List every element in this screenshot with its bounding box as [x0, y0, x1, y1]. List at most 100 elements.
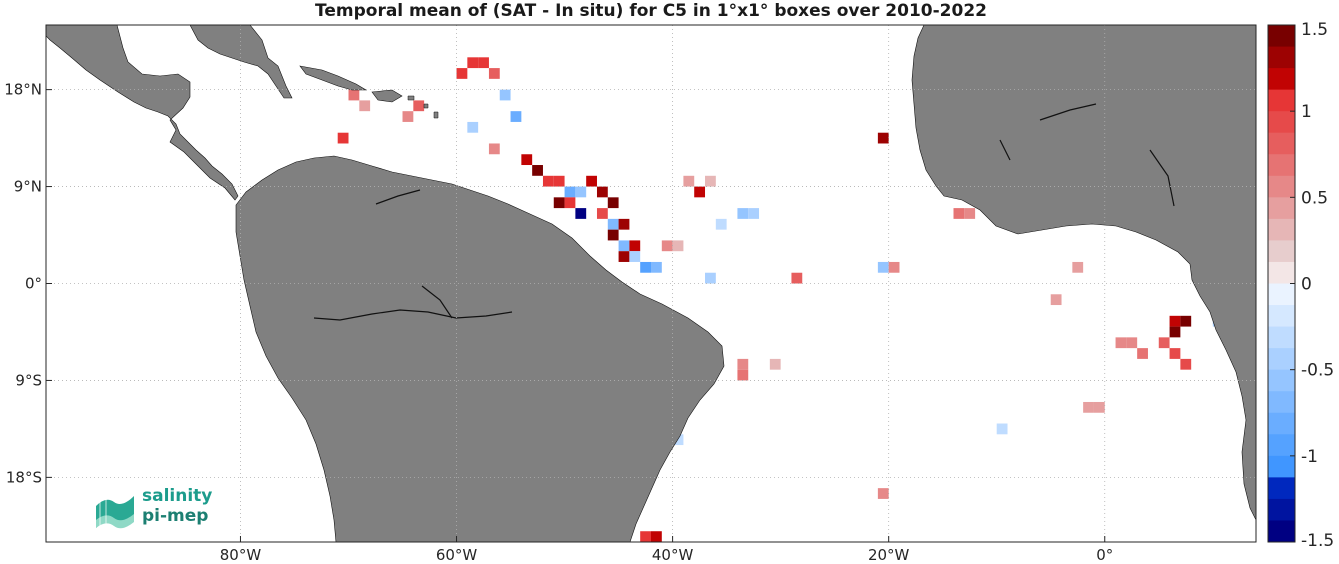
grid-cell: [964, 208, 976, 219]
grid-cell: [791, 272, 803, 284]
grid-cell: [748, 208, 760, 219]
grid-cell: [467, 121, 479, 133]
colorbar-tick-label: 1.5: [1301, 20, 1328, 40]
colorbar-segment: [1268, 197, 1295, 220]
grid-cell: [1158, 337, 1170, 349]
grid-cell: [596, 208, 608, 219]
colorbar-tick-label: -0.5: [1301, 361, 1334, 381]
grid-cell: [769, 358, 781, 370]
grid-cell: [488, 68, 500, 79]
lat-tick-label: 18°S: [6, 468, 42, 486]
lat-tick-label: 9°S: [15, 371, 42, 389]
grid-cell: [683, 175, 695, 187]
grid-cell: [1137, 348, 1148, 359]
grid-cell: [553, 197, 565, 209]
colorbar-tick-label: 0: [1301, 275, 1312, 295]
lat-tick-label: 0°: [25, 275, 42, 293]
grid-cell: [596, 186, 608, 198]
grid-cell: [651, 531, 662, 542]
grid-cell: [478, 57, 489, 69]
colorbar-segment: [1268, 46, 1295, 69]
grid-cell: [629, 240, 641, 252]
logo-line1: salinity: [142, 486, 213, 506]
grid-cell: [672, 240, 684, 252]
grid-cell: [618, 251, 630, 262]
grid-cell: [499, 89, 511, 101]
grid-cell: [575, 208, 587, 219]
colorbar-segment: [1268, 175, 1295, 198]
colorbar-segment: [1268, 455, 1295, 478]
grid-cell: [877, 132, 889, 144]
salinity-pimep-logo: salinity pi-mep: [92, 486, 232, 534]
land-africa: [911, 25, 1256, 521]
colorbar-segment: [1268, 391, 1295, 414]
grid-cell: [1115, 337, 1127, 349]
grid-cell: [1083, 401, 1094, 413]
colorbar-segment: [1268, 520, 1295, 543]
grid-cell: [348, 89, 360, 101]
grid-cell: [553, 175, 565, 187]
colorbar-tick-label: -1: [1301, 447, 1318, 467]
colorbar-segment: [1268, 89, 1295, 112]
grid-cell: [661, 240, 673, 252]
grid-cell: [1126, 337, 1138, 349]
grid-cell: [510, 111, 522, 122]
grid-cell: [1050, 294, 1062, 306]
grid-cell: [521, 154, 533, 166]
colorbar-segment: [1268, 218, 1295, 241]
colorbar-segment: [1268, 25, 1295, 48]
colorbar-tick-label: -1.5: [1301, 531, 1334, 551]
grid-cell: [715, 218, 727, 230]
grid-cell: [1169, 326, 1181, 338]
colorbar-tick-label: 1: [1301, 102, 1312, 122]
grid-cell: [586, 175, 597, 187]
logo-line2: pi-mep: [142, 506, 209, 526]
grid-cell: [1169, 348, 1181, 359]
lat-tick-label: 18°N: [4, 81, 42, 99]
colorbar-segment: [1268, 261, 1295, 284]
colorbar-segment: [1268, 132, 1295, 155]
colorbar-segment: [1268, 240, 1295, 263]
grid-cell: [618, 240, 630, 252]
grid-cell: [1169, 315, 1181, 327]
colorbar-segment: [1268, 477, 1295, 500]
grid-cells: [337, 57, 1224, 542]
colorbar-segment: [1268, 154, 1295, 177]
grid-cell: [705, 272, 716, 284]
land-central-america: [46, 25, 239, 201]
grid-cell: [737, 369, 749, 381]
colorbar-segment: [1268, 111, 1295, 134]
colorbar-segment: [1268, 68, 1295, 91]
land-masses: [46, 25, 1256, 542]
lon-tick-label: 60°W: [436, 546, 478, 564]
land-borders: [313, 103, 1175, 321]
grid-cell: [488, 143, 500, 155]
grid-cell: [1180, 315, 1192, 327]
grid-cell: [1093, 401, 1105, 413]
grid-cell: [877, 261, 889, 273]
lon-tick-label: 20°W: [868, 546, 910, 564]
grid-cell: [629, 251, 641, 262]
logo-waves-icon: [96, 496, 134, 530]
graticule: [46, 25, 1256, 542]
grid-cell: [607, 197, 619, 209]
land-north-america: [189, 25, 293, 99]
grid-cell: [640, 261, 651, 273]
grid-cell: [532, 165, 543, 176]
grid-cell: [888, 261, 900, 273]
colorbar-segment: [1268, 348, 1295, 371]
grid-cell: [575, 186, 587, 198]
grid-cell: [640, 531, 651, 542]
grid-cell: [877, 488, 889, 499]
grid-cell: [1180, 358, 1192, 370]
lon-tick-label: 0°: [1096, 546, 1113, 564]
grid-cell: [953, 208, 965, 219]
grid-cell: [705, 175, 716, 187]
lon-tick-label: 40°W: [652, 546, 694, 564]
colorbar-segment: [1268, 412, 1295, 435]
colorbar-segment: [1268, 434, 1295, 457]
grid-cell: [618, 218, 630, 230]
grid-cell: [607, 229, 619, 241]
grid-cell: [737, 208, 749, 219]
